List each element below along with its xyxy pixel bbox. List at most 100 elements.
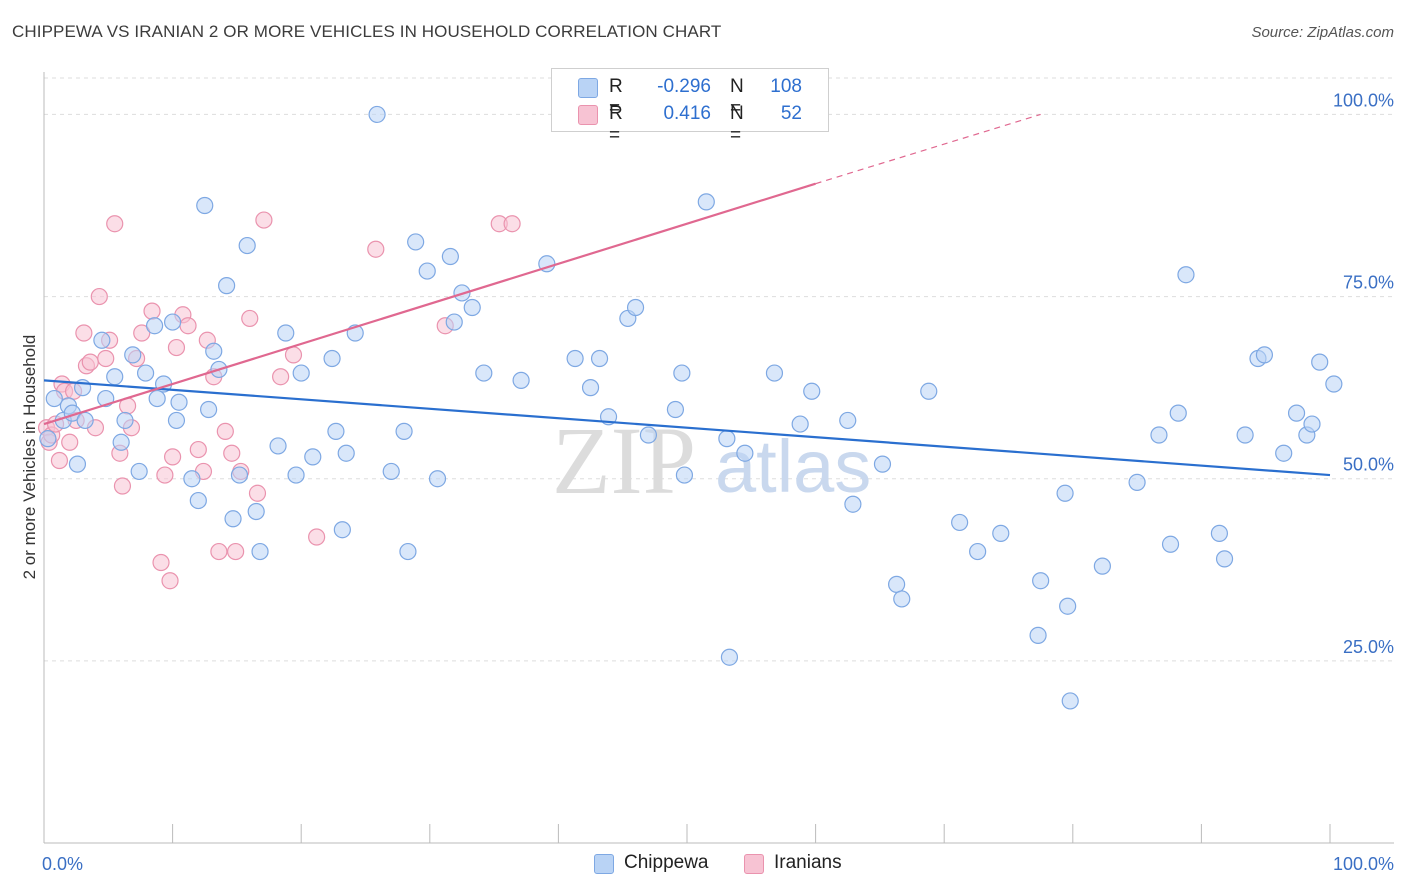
iranians-point — [161, 572, 179, 590]
chippewa-point — [445, 313, 463, 331]
iranians-point — [223, 444, 241, 462]
iranians-point — [50, 451, 69, 470]
chippewa-point — [1093, 557, 1111, 575]
chippewa-point — [323, 349, 341, 368]
chippewa-point — [200, 400, 218, 419]
chippewa-point — [639, 426, 658, 444]
chippewa-point — [1236, 426, 1254, 444]
chippewa-point — [238, 236, 256, 255]
chippewa-point — [292, 364, 310, 382]
chippewa-point — [1210, 524, 1229, 542]
legend-iranians-label: Iranians — [774, 852, 842, 873]
source-label: Source: ZipAtlas.com — [1251, 24, 1394, 41]
chippewa-point — [116, 411, 134, 430]
chippewa-point — [969, 542, 987, 561]
iranians-trend-line — [43, 182, 816, 426]
chippewa-point — [189, 491, 207, 510]
iranians-point — [227, 542, 245, 561]
grid-lines — [44, 77, 1394, 662]
chippewa-point — [463, 298, 481, 317]
chippewa-point — [1303, 415, 1321, 433]
chippewa-point — [951, 513, 969, 532]
iranians-point — [90, 287, 108, 306]
axes — [43, 72, 1394, 844]
chippewa-point — [839, 411, 857, 430]
chippewa-point — [873, 455, 892, 473]
chippewa-point — [920, 382, 938, 400]
chippewa-point — [697, 193, 715, 211]
chippewa-point — [368, 105, 386, 124]
chippewa-point — [196, 196, 214, 215]
chippewa-point — [718, 430, 736, 448]
x-ticks — [172, 824, 1331, 843]
chippewa-point — [1056, 484, 1074, 502]
chippewa-point — [68, 455, 87, 473]
iranians-point — [143, 302, 161, 320]
iranians-point — [367, 240, 385, 258]
iranians-point — [503, 215, 521, 233]
chippewa-point — [277, 324, 295, 342]
chippewa-point — [112, 433, 130, 451]
chippewa-point — [218, 277, 236, 295]
n-value: 52 — [780, 103, 802, 124]
n-value: 108 — [770, 76, 802, 97]
chippewa-point — [1150, 426, 1168, 444]
chippewa-point — [407, 233, 425, 251]
chippewa-point — [1061, 692, 1079, 710]
chippewa-point — [106, 368, 124, 386]
chippewa-point — [333, 521, 351, 539]
iranians-point — [164, 448, 182, 466]
stats-box: R = -0.296 N = 108 R = 0.416 N = 52 — [551, 68, 829, 146]
chippewa-point — [170, 393, 188, 411]
chippewa-point — [992, 524, 1010, 542]
n-label: N = — [730, 76, 744, 119]
chippewa-points — [39, 105, 1343, 710]
chippewa-point — [337, 444, 355, 462]
chippewa-point — [1287, 404, 1306, 422]
chippewa-point — [164, 313, 182, 331]
chippewa-point — [167, 411, 186, 430]
chippewa-point — [765, 364, 784, 382]
iranians-point — [81, 353, 99, 371]
iranians-point — [113, 477, 132, 495]
chippewa-point — [893, 590, 911, 608]
chippewa-point — [93, 331, 111, 349]
chippewa-point — [1032, 572, 1050, 590]
legend-chippewa-label: Chippewa — [624, 852, 709, 873]
chippewa-point — [673, 364, 691, 382]
chippewa-point — [888, 575, 906, 593]
y-tick-label: 50.0% — [1343, 455, 1394, 475]
chippewa-point — [224, 510, 242, 528]
chippewa-point — [1325, 375, 1343, 393]
iranians-point — [97, 349, 115, 368]
chippewa-trend-line — [43, 379, 1331, 477]
chippewa-point — [183, 470, 201, 488]
chippewa-point — [1169, 404, 1187, 422]
legend-iranians-swatch — [744, 854, 764, 874]
x-tick-label-max: 100.0% — [1333, 854, 1394, 874]
chippewa-point — [124, 346, 142, 364]
chippewa-point — [475, 364, 493, 382]
chippewa-point — [382, 462, 400, 481]
chippewa-point — [136, 364, 155, 382]
iranians-point — [272, 368, 290, 386]
iranians-point — [61, 433, 79, 451]
chippewa-point — [803, 382, 821, 400]
iranians-point — [179, 317, 197, 335]
chippewa-point — [736, 444, 754, 462]
chippewa-point — [287, 466, 305, 484]
r-value: -0.296 — [657, 76, 711, 97]
chippewa-point — [566, 349, 584, 368]
iranians-point — [167, 338, 186, 357]
chippewa-point — [1255, 346, 1274, 364]
r-label: R = — [609, 103, 623, 146]
chippewa-point — [418, 262, 436, 280]
chippewa-point — [428, 470, 447, 488]
chart-title: CHIPPEWA VS IRANIAN 2 OR MORE VEHICLES I… — [12, 22, 722, 41]
chippewa-point — [327, 422, 345, 440]
iranians-point — [156, 466, 174, 484]
chippewa-point — [247, 502, 265, 521]
chippewa-point — [1161, 535, 1180, 553]
chippewa-point — [512, 371, 530, 389]
iranians-point — [216, 422, 234, 440]
